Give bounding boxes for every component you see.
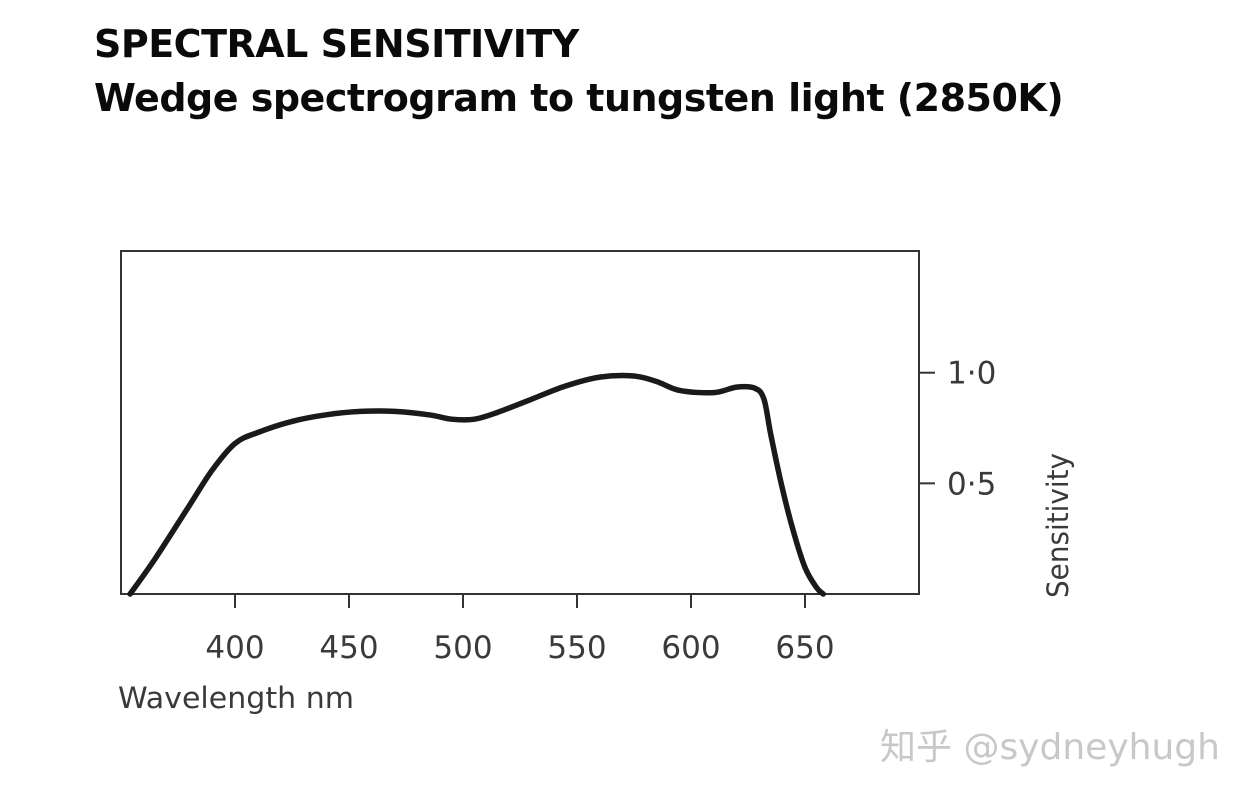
x-tick-label: 600 bbox=[661, 630, 720, 666]
watermark: 知乎 @sydneyhugh bbox=[880, 727, 1220, 768]
y-tick-label: 1·0 bbox=[947, 356, 996, 392]
x-tick-label: 550 bbox=[547, 630, 606, 666]
x-tick-label: 500 bbox=[433, 630, 492, 666]
chart-title: SPECTRAL SENSITIVITY bbox=[94, 22, 579, 66]
plot-frame bbox=[120, 250, 920, 595]
y-tick-label: 0·5 bbox=[947, 466, 996, 502]
x-tick-label: 400 bbox=[205, 630, 264, 666]
chart-subtitle: Wedge spectrogram to tungsten light (285… bbox=[94, 76, 1064, 120]
sensitivity-curve bbox=[127, 372, 826, 597]
x-axis-label: Wavelength nm bbox=[118, 681, 354, 715]
tick-group: 400 450 500 550 600 650 0·5 1·0 bbox=[205, 356, 996, 666]
y-axis-label: Sensitivity bbox=[1041, 453, 1075, 598]
x-tick-label: 650 bbox=[775, 630, 834, 666]
x-tick-label: 450 bbox=[319, 630, 378, 666]
